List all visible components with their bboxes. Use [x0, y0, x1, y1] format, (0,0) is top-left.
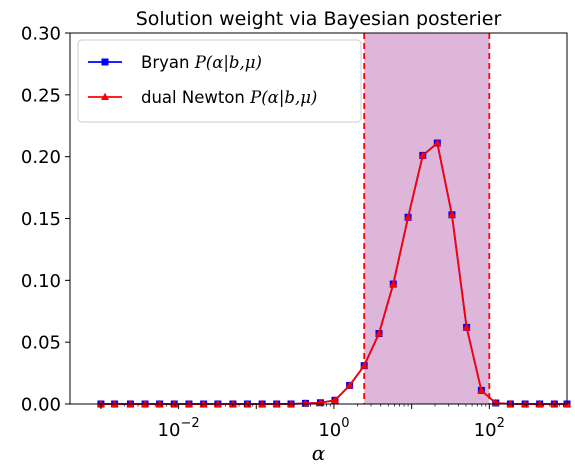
data-point	[535, 399, 544, 407]
data-point	[228, 399, 237, 407]
y-tick-label: 0.05	[21, 333, 61, 354]
y-tick-label: 0.15	[21, 209, 61, 230]
x-axis-label: α	[312, 441, 326, 465]
legend: Bryan P(α|b,μ) dual Newton P(α|b,μ)	[77, 39, 362, 123]
data-point	[258, 399, 267, 407]
data-point	[345, 381, 354, 389]
y-tick-label: 0.20	[21, 147, 61, 168]
data-point	[521, 399, 530, 407]
highlight-region	[364, 33, 490, 404]
series-line	[100, 142, 567, 405]
series-layer	[96, 138, 571, 408]
data-point	[110, 399, 119, 407]
data-point	[126, 399, 135, 407]
x-tick-label: 102	[474, 416, 505, 441]
data-point	[447, 210, 456, 218]
y-tick-label: 0.00	[21, 395, 61, 416]
legend-label: Bryan P(α|b,μ)	[141, 53, 262, 72]
data-point	[418, 151, 427, 159]
data-point	[550, 399, 559, 407]
legend-box	[77, 39, 362, 123]
data-point	[199, 399, 208, 407]
ticks: 0.00 0.05 0.10 0.15 0.20 0.25 0.30 10−2 100 102	[21, 24, 564, 441]
data-point	[301, 399, 310, 407]
series-bryan	[97, 139, 571, 408]
legend-label: dual Newton P(α|b,μ)	[141, 88, 317, 107]
data-point	[170, 399, 179, 407]
data-point	[272, 399, 281, 407]
series-dual-newton	[96, 138, 571, 407]
y-tick-label: 0.30	[21, 24, 61, 45]
x-tick-label: 100	[318, 416, 349, 441]
data-point	[462, 323, 471, 331]
data-point	[243, 399, 252, 407]
data-point	[374, 329, 383, 337]
legend-marker	[101, 92, 109, 100]
data-point	[433, 138, 442, 147]
y-tick-label: 0.25	[21, 85, 61, 106]
data-point	[360, 361, 369, 369]
data-point	[477, 386, 486, 394]
y-tick-label: 0.10	[21, 271, 61, 292]
shaded-band	[364, 33, 490, 404]
data-point	[96, 399, 105, 407]
legend-marker	[101, 58, 109, 66]
chart-title: Solution weight via Bayesian posterier	[136, 8, 502, 30]
region-boundaries	[363, 33, 491, 404]
data-point	[141, 399, 150, 407]
x-tick-label: 10−2	[158, 416, 200, 441]
series-line	[100, 142, 567, 405]
data-point	[404, 213, 413, 221]
data-point	[184, 399, 193, 407]
data-point	[330, 396, 339, 404]
data-point	[389, 279, 398, 288]
